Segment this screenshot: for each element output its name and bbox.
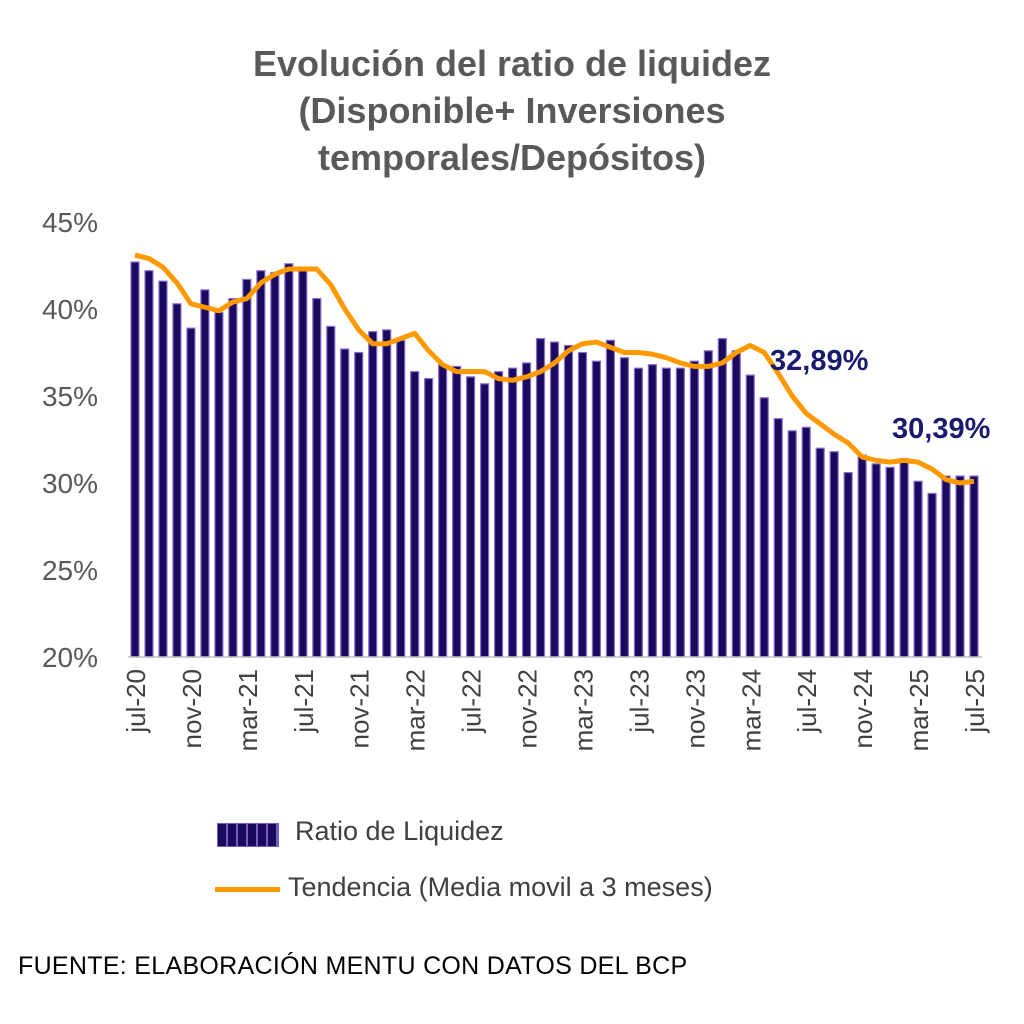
x-tick-label: jul-22: [457, 669, 487, 734]
bar: [298, 270, 308, 658]
bar: [675, 367, 685, 658]
y-tick-label: 30%: [42, 468, 98, 499]
bar: [899, 458, 909, 658]
bar: [200, 289, 210, 658]
bar: [745, 374, 755, 658]
bar: [633, 367, 644, 658]
bar: [535, 337, 546, 658]
annotation-label: 30,39%: [892, 413, 991, 445]
bar: [158, 280, 168, 658]
bar: [424, 378, 434, 658]
bar: [927, 492, 937, 658]
x-tick-label: jul-23: [624, 669, 654, 734]
source-note: FUENTE: ELABORACIÓN MENTU CON DATOS DEL …: [18, 952, 688, 980]
y-tick-label: 45%: [42, 207, 98, 238]
x-tick-label: mar-24: [736, 669, 766, 751]
x-tick-label: nov-20: [177, 669, 207, 749]
bar: [368, 331, 378, 658]
bar: [144, 270, 154, 658]
bar: [493, 371, 504, 658]
bar: [270, 271, 280, 658]
x-tick-label: jul-20: [121, 669, 151, 734]
bar: [284, 263, 294, 658]
legend-bar-swatch: [217, 823, 279, 847]
bar: [801, 426, 811, 658]
x-tick-label: mar-25: [904, 669, 934, 751]
bar: [228, 297, 238, 658]
bar: [773, 418, 783, 658]
title-line-1: Evolución del ratio de liquidez: [252, 43, 772, 84]
bar: [689, 360, 699, 658]
y-tick-label: 25%: [42, 555, 98, 586]
y-tick-label: 40%: [42, 294, 98, 325]
bar: [731, 350, 741, 658]
bar: [913, 480, 923, 658]
bar: [759, 397, 769, 658]
bar: [396, 339, 406, 658]
bar: [563, 344, 574, 658]
x-tick-label: jul-25: [960, 669, 990, 734]
x-tick-label: jul-24: [792, 669, 822, 734]
bar: [186, 327, 196, 658]
bar: [521, 362, 532, 658]
bar: [410, 371, 420, 658]
bar: [647, 364, 657, 658]
x-tick-label: mar-22: [401, 669, 431, 751]
bar: [312, 297, 322, 658]
x-tick-label: jul-21: [289, 669, 319, 734]
bar: [661, 367, 671, 658]
bar: [717, 337, 727, 658]
legend-line-label: Tendencia (Media movil a 3 meses): [288, 872, 713, 902]
bar: [466, 376, 476, 658]
bar: [438, 364, 448, 658]
legend-bar-label: Ratio de Liquidez: [295, 816, 504, 846]
bar: [382, 329, 392, 658]
trend-line: [134, 252, 975, 486]
bar: [871, 463, 881, 658]
bar: [591, 360, 602, 658]
bar: [172, 303, 182, 658]
x-tick-label: nov-22: [513, 669, 543, 749]
y-tick-label: 20%: [42, 642, 98, 673]
bar: [549, 341, 560, 658]
bar: [130, 261, 140, 658]
bar: [605, 339, 616, 658]
bar: [507, 367, 518, 658]
bar: [619, 357, 630, 658]
bar: [256, 270, 266, 658]
bar: [214, 311, 224, 658]
bar: [703, 350, 713, 658]
x-tick-label: nov-21: [345, 669, 375, 749]
bar: [479, 383, 490, 658]
bar: [969, 475, 979, 658]
bar: [815, 447, 825, 658]
x-tick-label: nov-24: [848, 669, 878, 749]
title-line-3: temporales/Depósitos): [317, 137, 707, 178]
bar: [354, 351, 364, 658]
bar: [941, 475, 951, 658]
bar: [843, 471, 853, 658]
bar: [452, 365, 462, 658]
bar: [955, 475, 965, 658]
x-tick-label: mar-23: [568, 669, 598, 751]
bar: [577, 351, 588, 658]
bar: [340, 348, 350, 658]
legend-line-swatch: [215, 887, 280, 892]
y-tick-label: 35%: [42, 381, 98, 412]
bar: [885, 466, 895, 658]
x-tick-label: mar-21: [233, 669, 263, 751]
bar: [829, 451, 839, 658]
title-line-2: (Disponible+ Inversiones: [298, 90, 726, 131]
chart-title: Evolución del ratio de liquidez (Disponi…: [0, 40, 1024, 181]
bar: [242, 278, 252, 658]
bar: [326, 325, 336, 658]
x-tick-label: nov-23: [680, 669, 710, 749]
bar: [857, 454, 867, 658]
bar: [787, 430, 797, 658]
annotation-label: 32,89%: [770, 345, 869, 377]
